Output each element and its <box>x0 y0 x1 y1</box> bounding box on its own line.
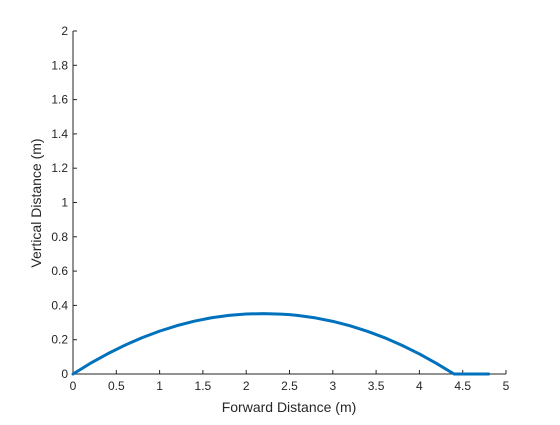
y-tick-label: 1.2 <box>51 161 68 175</box>
y-tick-label: 1.8 <box>51 58 68 72</box>
x-tick-label: 5 <box>503 379 510 393</box>
x-tick-label: 2.5 <box>281 379 298 393</box>
y-tick-label: 1.4 <box>51 127 68 141</box>
y-axis-label: Vertical Distance (m) <box>28 138 44 267</box>
y-tick-label: 0.6 <box>51 264 68 278</box>
x-tick-label: 0 <box>70 379 77 393</box>
y-tick-label: 1 <box>61 196 68 210</box>
x-tick-label: 4 <box>416 379 423 393</box>
series-layer <box>71 312 491 376</box>
x-tick-label: 4.5 <box>454 379 471 393</box>
y-tick-label: 0.4 <box>51 298 68 312</box>
x-tick-label: 1.5 <box>195 379 212 393</box>
x-tick-label: 2 <box>243 379 250 393</box>
x-axis-label: Forward Distance (m) <box>222 399 357 415</box>
x-tick-label: 0.5 <box>108 379 125 393</box>
axes-layer: 0 0.5 1 1.5 2 2.5 3 3.5 4 4.5 5 0 0.2 0.4 0.6 0.8 1 1.2 1.… <box>51 24 509 393</box>
y-tick-label: 0 <box>61 367 68 381</box>
x-tick-label: 3.5 <box>368 379 385 393</box>
y-tick-label: 0.8 <box>51 230 68 244</box>
x-tick-label: 3 <box>329 379 336 393</box>
y-tick-label: 1.6 <box>51 93 68 107</box>
y-tick-label: 2 <box>61 24 68 38</box>
trajectory-line <box>71 312 491 376</box>
x-tick-label: 1 <box>156 379 163 393</box>
y-tick-label: 0.2 <box>51 333 68 347</box>
